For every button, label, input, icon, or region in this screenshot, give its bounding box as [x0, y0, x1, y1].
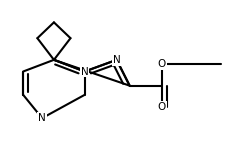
Text: N: N [81, 67, 89, 76]
Text: O: O [158, 59, 166, 69]
Text: O: O [158, 102, 166, 112]
Text: O: O [158, 102, 166, 112]
Text: N: N [38, 113, 46, 123]
Text: O: O [158, 59, 166, 69]
Text: N: N [113, 55, 120, 65]
